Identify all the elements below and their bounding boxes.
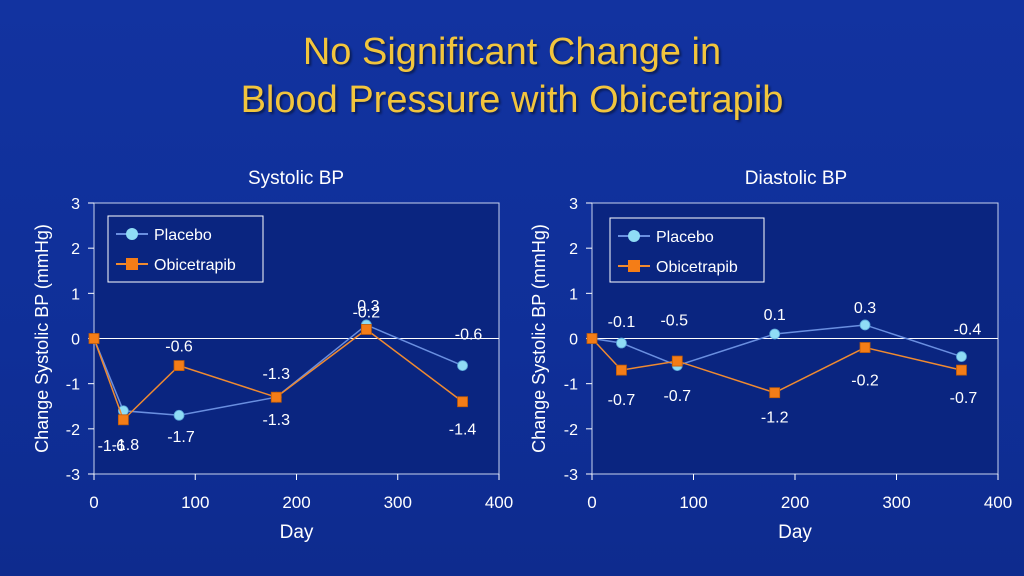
- chart-1-placebo-data-label: -1.6: [98, 438, 126, 455]
- chart-2-placebo-point: [616, 337, 627, 349]
- chart-1-placebo-data-label: 0.3: [357, 298, 379, 315]
- chart-2-x-tick-label: 300: [882, 493, 910, 512]
- chart-1-obicetrapib-point: [360, 324, 372, 335]
- chart-2-x-tick-label: 100: [679, 493, 707, 512]
- chart-2-obicetrapib-point: [859, 342, 871, 353]
- chart-2-placebo-data-label: -0.1: [608, 314, 636, 331]
- chart-2-y-tick-label: 3: [569, 196, 578, 213]
- chart-1-legend-marker-placebo: [126, 228, 138, 240]
- slide-title: No Significant Change in Blood Pressure …: [0, 28, 1024, 124]
- chart-1-obicetrapib-line: [93, 328, 464, 422]
- chart-2-title: Diastolic BP: [745, 168, 847, 189]
- chart-1-obicetrapib-data-label: -1.4: [449, 422, 477, 439]
- chart-2-obicetrapib-data-label: -0.2: [851, 373, 879, 390]
- chart-1-x-tick-label: 0: [89, 493, 98, 512]
- chart-1-obicetrapib-data-label: -1.3: [262, 412, 290, 429]
- chart-1-title: Systolic BP: [248, 168, 344, 189]
- chart-2-y-tick-label: 0: [569, 332, 578, 349]
- chart-1-placebo-data-label: -1.3: [262, 366, 290, 383]
- chart-1-obicetrapib-point: [457, 396, 468, 408]
- chart-1-y-tick-label: 1: [71, 286, 80, 303]
- chart-1-obicetrapib-point: [173, 360, 185, 372]
- chart-2-legend-marker-obicetrapib: [628, 260, 640, 272]
- chart-2-placebo-data-label: 0.1: [764, 307, 786, 324]
- chart-2-y-tick-label: -1: [564, 377, 578, 394]
- chart-1-y-tick-label: 3: [71, 196, 80, 213]
- chart-1-placebo-line: [93, 324, 463, 417]
- chart-1-legend: [107, 215, 264, 283]
- chart-1-y-tick-label: -3: [66, 467, 80, 484]
- chart-1-y-tick-label: 0: [71, 332, 80, 349]
- chart-2-y-tick-label: -3: [564, 467, 578, 484]
- chart-2-obicetrapib-point: [586, 333, 598, 344]
- chart-1-x-tick-label: 100: [181, 493, 209, 512]
- chart-2-x-axis-label: Day: [778, 522, 812, 543]
- chart-2-y-tick-label: 1: [569, 286, 578, 303]
- chart-1-legend-marker-obicetrapib: [126, 258, 138, 270]
- chart-1-obicetrapib-data-label: -1.8: [112, 437, 140, 454]
- chart-2-obicetrapib-data-label: -1.2: [761, 410, 789, 427]
- chart-2-obicetrapib-point: [616, 364, 627, 376]
- chart-1-y-tick-label: 2: [71, 241, 80, 258]
- chart-2-legend-label: Placebo: [656, 229, 714, 246]
- slide-title-line-2: Blood Pressure with Obicetrapib: [240, 79, 784, 121]
- chart-2-obicetrapib-data-label: -0.7: [663, 388, 691, 405]
- chart-2-legend-marker-placebo: [628, 230, 640, 242]
- chart-2-placebo-data-label: -0.5: [660, 313, 688, 330]
- chart-2-placebo-data-label: -0.4: [954, 322, 982, 339]
- slide-title-line-1: No Significant Change in: [302, 31, 722, 73]
- chart-1-y-tick-label: -1: [66, 377, 80, 394]
- chart-1-placebo-point: [457, 360, 468, 372]
- chart-1-legend-label: Placebo: [154, 227, 212, 244]
- chart-2-placebo-data-label: 0.3: [854, 300, 876, 317]
- chart-2-legend-label: Obicetrapib: [656, 259, 738, 276]
- chart-2-y-tick-label: 2: [569, 241, 578, 258]
- chart-1-placebo-point: [173, 409, 185, 421]
- chart-1-x-tick-label: 300: [384, 493, 412, 512]
- chart-1-y-tick-label: -2: [66, 422, 80, 439]
- chart-2-obicetrapib-point: [671, 355, 683, 367]
- chart-2-placebo-point: [956, 351, 967, 362]
- chart-2-y-tick-label: -2: [564, 422, 578, 439]
- chart-1-free-data-label: -1.7: [167, 429, 195, 446]
- chart-1-x-axis-label: Day: [280, 522, 314, 543]
- chart-2-obicetrapib-data-label: -0.7: [608, 392, 636, 409]
- chart-2-placebo-point: [769, 328, 781, 340]
- chart-1-obicetrapib-point: [88, 333, 100, 344]
- chart-1-legend-label: Obicetrapib: [154, 257, 236, 274]
- chart-2-obicetrapib-point: [956, 364, 967, 376]
- chart-2-obicetrapib-data-label: -0.7: [950, 390, 978, 407]
- chart-2-placebo-point: [859, 319, 871, 331]
- chart-2-x-tick-label: 0: [587, 493, 596, 512]
- chart-1-obicetrapib-point: [117, 414, 129, 426]
- chart-1-placebo-data-label: -0.6: [455, 327, 483, 344]
- chart-2-x-tick-label: 400: [984, 493, 1012, 512]
- chart-1-y-axis-label: Change Systolic BP (mmHg): [32, 224, 52, 453]
- chart-1-x-tick-label: 200: [282, 493, 310, 512]
- chart-1-obicetrapib-point: [270, 391, 282, 403]
- chart-2-x-tick-label: 200: [781, 493, 809, 512]
- chart-1-obicetrapib-data-label: -0.6: [165, 339, 193, 356]
- chart-1-x-tick-label: 400: [485, 493, 513, 512]
- chart-2-obicetrapib-point: [769, 387, 781, 399]
- chart-1-obicetrapib-data-label: -0.2: [353, 304, 381, 321]
- chart-2-y-axis-label: Change Systolic BP (mmHg): [529, 224, 549, 453]
